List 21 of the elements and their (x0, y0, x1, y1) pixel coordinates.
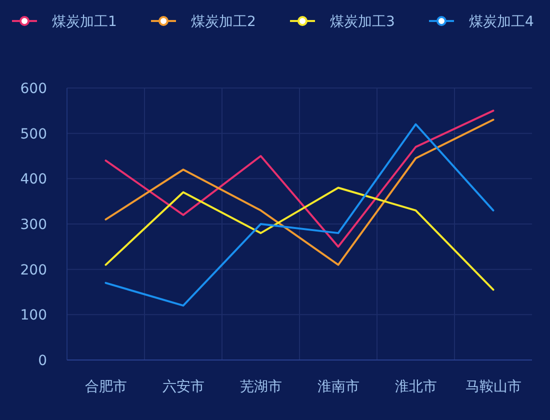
legend-label: 煤炭加工2 (191, 14, 256, 30)
y-tick-label: 500 (20, 126, 47, 142)
line-series (104, 186, 494, 291)
legend-label: 煤炭加工1 (52, 14, 117, 30)
y-tick-label: 200 (20, 262, 47, 278)
x-tick-label: 淮北市 (394, 379, 437, 395)
x-tick-label: 马鞍山市 (465, 379, 522, 395)
y-tick-label: 400 (20, 172, 47, 188)
line-series (104, 118, 494, 266)
x-tick-label: 六安市 (162, 379, 204, 395)
x-tick-label: 合肥市 (84, 379, 127, 395)
y-tick-label: 600 (20, 81, 47, 97)
line-series (104, 110, 494, 248)
x-tick-label: 淮南市 (317, 379, 360, 395)
y-tick-label: 0 (38, 353, 47, 369)
y-tick-label: 300 (20, 217, 47, 233)
line-series (104, 123, 494, 307)
legend-label: 煤炭加工3 (330, 14, 395, 30)
y-tick-label: 100 (20, 308, 47, 324)
x-tick-label: 芜湖市 (240, 379, 282, 395)
legend-label: 煤炭加工4 (469, 14, 534, 30)
